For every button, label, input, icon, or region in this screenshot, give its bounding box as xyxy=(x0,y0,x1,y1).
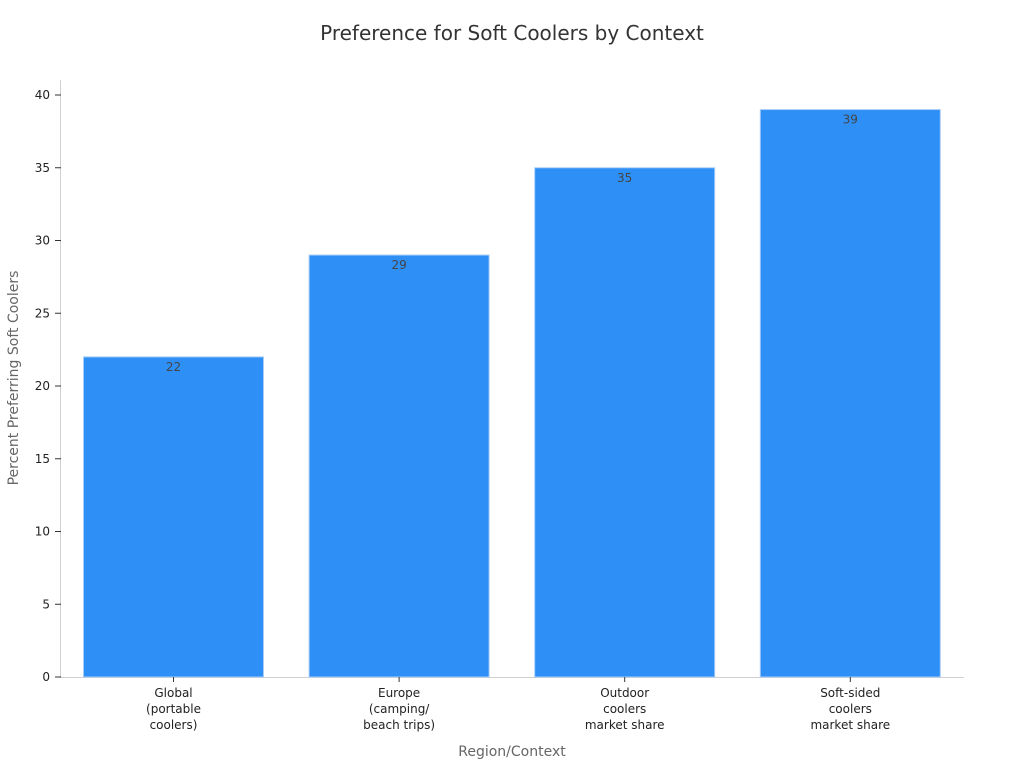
y-axis-title: Percent Preferring Soft Coolers xyxy=(6,271,22,486)
x-axis-ticks: Global (portable coolers) Europe (camping/be… xyxy=(146,677,890,732)
chart-title: Preference for Soft Coolers by Context xyxy=(320,21,704,45)
y-tick-label: 0 xyxy=(42,670,50,684)
x-axis-title: Region/Context xyxy=(458,744,566,760)
bar xyxy=(83,356,264,678)
bar-value-label: 22 xyxy=(166,360,181,374)
bar-value-label: 29 xyxy=(391,258,406,272)
x-tick-label: Soft-sided coolers market share xyxy=(810,686,890,732)
bar-value-label: 35 xyxy=(617,171,632,185)
y-tick-label: 15 xyxy=(35,452,50,466)
y-tick-label: 40 xyxy=(35,88,50,102)
y-tick-label: 35 xyxy=(35,161,50,175)
y-tick-label: 5 xyxy=(42,597,50,611)
y-tick-label: 10 xyxy=(35,525,50,539)
bar-value-label: 39 xyxy=(843,113,858,127)
y-tick-label: 30 xyxy=(35,234,50,248)
y-tick-label: 20 xyxy=(35,379,50,393)
bar xyxy=(534,167,716,678)
y-tick-label: 25 xyxy=(35,306,50,320)
bar xyxy=(308,254,490,678)
bars-group: 22 29 35 39 xyxy=(83,109,941,678)
y-axis-ticks: 0 5 10 15 20 25 30 35 40 xyxy=(35,88,61,684)
x-tick-label: Outdoor coolers market share xyxy=(585,686,665,732)
x-tick-label: Europe (camping/beach trips) xyxy=(363,686,435,732)
bar xyxy=(759,109,941,678)
x-tick-label: Global (portable coolers) xyxy=(146,686,201,732)
